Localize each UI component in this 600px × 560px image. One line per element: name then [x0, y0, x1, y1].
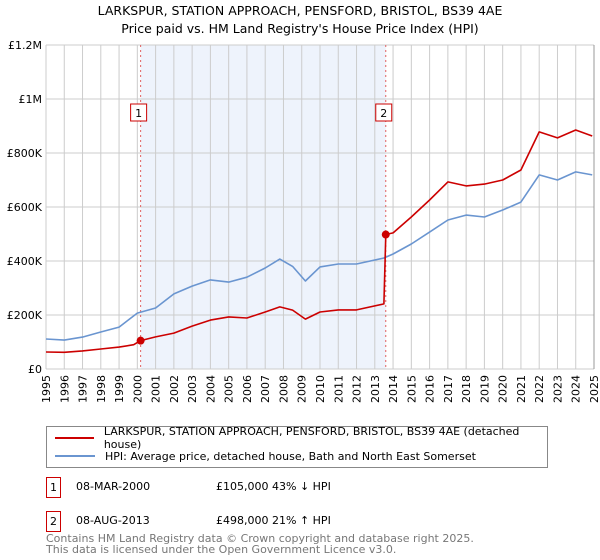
sale-date: 08-MAR-2000 — [76, 480, 151, 493]
x-tick-label: 2013 — [369, 375, 382, 403]
x-tick-label: 1997 — [77, 375, 90, 403]
x-tick-label: 2023 — [551, 375, 564, 403]
x-tick-label: 1996 — [58, 375, 71, 403]
x-tick-label: 1995 — [40, 375, 53, 403]
sale-hpi-diff: 43% ↓ HPI — [272, 480, 331, 493]
x-tick-label: 2012 — [351, 375, 364, 403]
sale-price: £105,000 — [216, 480, 269, 493]
legend-label: HPI: Average price, detached house, Bath… — [105, 449, 476, 463]
x-tick-label: 2025 — [588, 375, 600, 403]
x-tick-label: 2011 — [332, 375, 345, 403]
sale-label: 1 — [135, 107, 142, 120]
x-tick-label: 2014 — [387, 375, 400, 403]
x-tick-label: 2021 — [515, 375, 528, 403]
legend-swatch-hpi — [55, 455, 95, 457]
sale-label-box — [130, 103, 148, 122]
x-tick-label: 2017 — [442, 375, 455, 403]
x-tick-label: 2018 — [460, 375, 473, 403]
x-tick-label: 2024 — [570, 375, 583, 403]
y-tick-label: £600K — [7, 201, 43, 214]
sale-price: £498,000 — [216, 514, 269, 527]
x-tick-label: 2020 — [497, 375, 510, 403]
x-tick-label: 2000 — [131, 375, 144, 403]
sale-label: 2 — [380, 107, 387, 120]
legend-swatch-property — [55, 437, 94, 439]
x-tick-label: 1999 — [113, 375, 126, 403]
x-tick-label: 2005 — [223, 375, 236, 403]
sale-marker-badge: 1 — [46, 477, 61, 498]
x-tick-label: 2002 — [168, 375, 181, 403]
y-tick-label: £0 — [28, 363, 42, 376]
sale-date: 08-AUG-2013 — [76, 514, 150, 527]
price-chart: 1995 1996 1997 1998 1999 2000 2001 2002 2003 2004… — [7, 39, 600, 403]
y-tick-label: £1.2M — [8, 39, 42, 52]
legend-label: LARKSPUR, STATION APPROACH, PENSFORD, BR… — [103, 425, 520, 451]
x-tick-label: 2006 — [241, 375, 254, 403]
x-tick-label: 2010 — [314, 375, 327, 403]
y-tick-label: £200K — [7, 309, 43, 322]
sale-point — [381, 230, 390, 239]
x-tick-label: 2016 — [424, 375, 437, 403]
legend-item-property: LARKSPUR, STATION APPROACH, PENSFORD, BR… — [55, 425, 547, 451]
footer-licence: This data is licensed under the Open Gov… — [46, 543, 397, 556]
legend: LARKSPUR, STATION APPROACH, PENSFORD, BR… — [46, 425, 548, 468]
x-tick-label: 1998 — [95, 375, 108, 403]
sale-hpi-diff: 21% ↑ HPI — [272, 514, 331, 527]
x-tick-label: 2003 — [186, 375, 199, 403]
legend-item-hpi: HPI: Average price, detached house, Bath… — [55, 448, 476, 464]
sale-marker-badge: 2 — [46, 511, 61, 532]
x-tick-label: 2004 — [204, 375, 217, 403]
x-tick-label: 2019 — [478, 375, 491, 403]
chart-title: LARKSPUR, STATION APPROACH, PENSFORD, BR… — [97, 3, 503, 18]
sale-point — [136, 336, 145, 345]
hpi-line — [45, 171, 593, 341]
property-price-line — [45, 129, 593, 354]
y-tick-label: £400K — [7, 255, 43, 268]
x-tick-label: 2009 — [296, 375, 309, 403]
chart-subtitle: Price paid vs. HM Land Registry's House … — [121, 21, 479, 36]
y-tick-label: £800K — [7, 147, 43, 160]
x-tick-label: 2008 — [277, 375, 290, 403]
x-tick-label: 2015 — [405, 375, 418, 403]
x-tick-label: 2022 — [533, 375, 546, 403]
sale-label-box — [375, 103, 393, 122]
x-tick-label: 2007 — [259, 375, 272, 403]
y-tick-label: £1M — [19, 93, 43, 106]
footer-copyright: Contains HM Land Registry data © Crown c… — [46, 532, 474, 545]
x-tick-label: 2001 — [150, 375, 163, 403]
